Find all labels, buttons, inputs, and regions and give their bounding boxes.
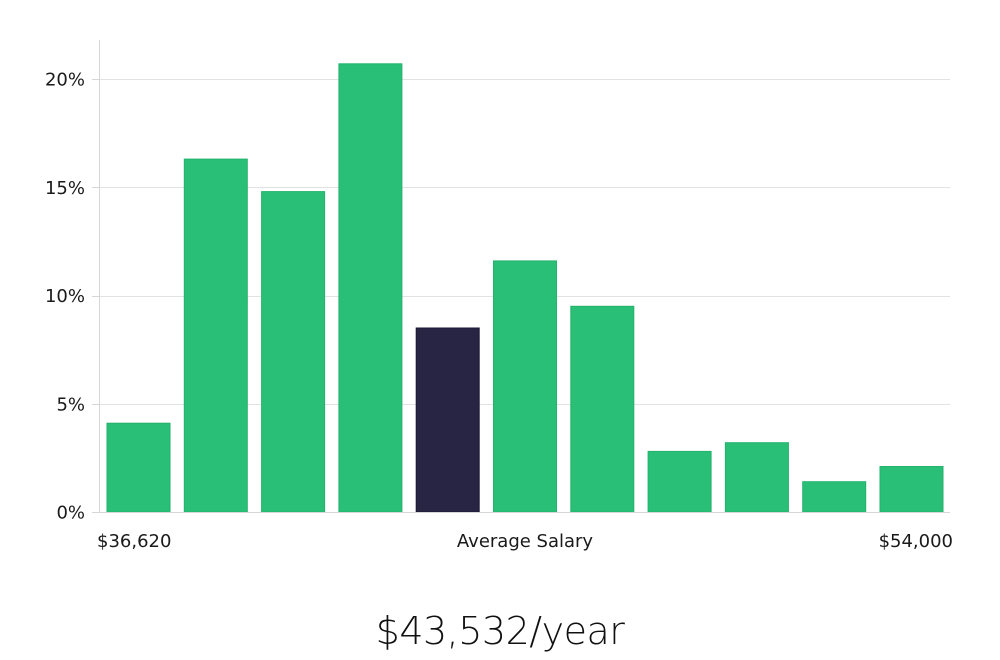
bar (261, 191, 326, 513)
bar (570, 305, 635, 513)
salary-histogram: 0% 5% 10% 15% 20% $36,620 Average Salary $54… (45, 40, 953, 552)
y-tick-label: 20% (45, 70, 85, 91)
x-axis-max-label: $54,000 (879, 531, 953, 552)
bar-highlighted (415, 327, 480, 513)
bar (879, 466, 944, 513)
bar (724, 442, 789, 513)
y-tick-label: 10% (45, 286, 85, 307)
y-tick-label: 5% (56, 394, 85, 415)
y-axis: 0% 5% 10% 15% 20% (45, 70, 99, 524)
y-tick-label: 15% (45, 178, 85, 199)
x-axis-title: Average Salary (457, 531, 594, 552)
bar (647, 450, 712, 513)
bar (338, 63, 403, 513)
x-axis-min-label: $36,620 (97, 531, 171, 552)
average-salary-value: $43,532/year (375, 609, 625, 653)
y-tick-label: 0% (56, 503, 85, 524)
bars (106, 63, 944, 513)
bar (106, 422, 171, 513)
bar (183, 158, 248, 513)
bar (802, 481, 867, 513)
bar (493, 260, 557, 513)
